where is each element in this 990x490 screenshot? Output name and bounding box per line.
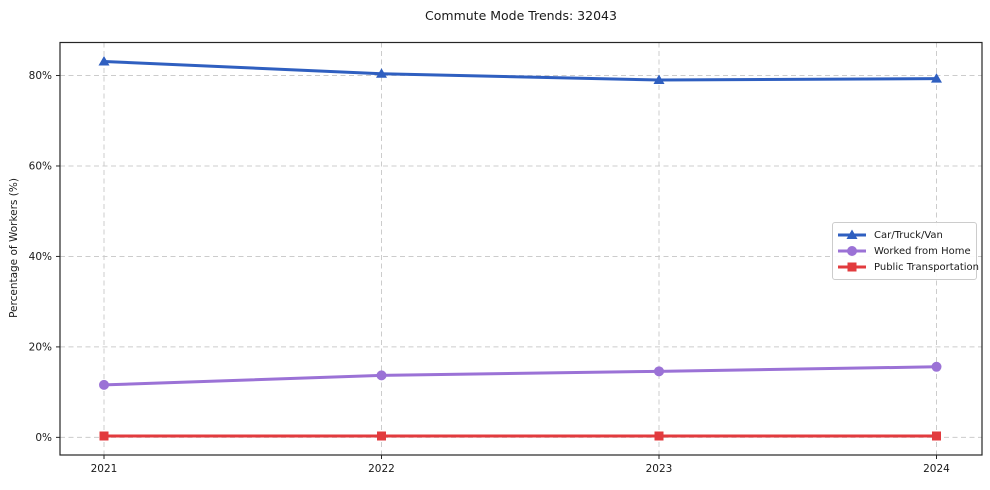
legend-entry-public-transportation: Public Transportation [837,259,979,275]
svg-text:40%: 40% [29,251,52,263]
legend-label: Public Transportation [874,261,979,273]
legend-label: Worked from Home [874,245,971,257]
svg-text:2021: 2021 [91,463,118,475]
legend-line-square-icon [838,262,866,272]
y-axis-label: Percentage of Workers (%) [8,178,20,318]
legend-entry-worked-from-home: Worked from Home [837,243,971,259]
svg-text:2022: 2022 [368,463,395,475]
svg-text:80%: 80% [29,70,52,82]
legend-label: Car/Truck/Van [874,229,943,241]
legend-entry-car-truck-van: Car/Truck/Van [837,227,970,243]
svg-text:20%: 20% [29,341,52,353]
legend-line-triangle-icon [838,229,866,239]
svg-text:0%: 0% [35,432,52,444]
chart-title: Commute Mode Trends: 32043 [425,8,617,23]
legend: Car/Truck/Van Worked from Home Public Tr… [832,222,979,280]
legend-line-circle-icon [838,246,866,256]
svg-text:2024: 2024 [923,463,950,475]
svg-text:60%: 60% [29,160,52,172]
svg-text:2023: 2023 [646,463,673,475]
